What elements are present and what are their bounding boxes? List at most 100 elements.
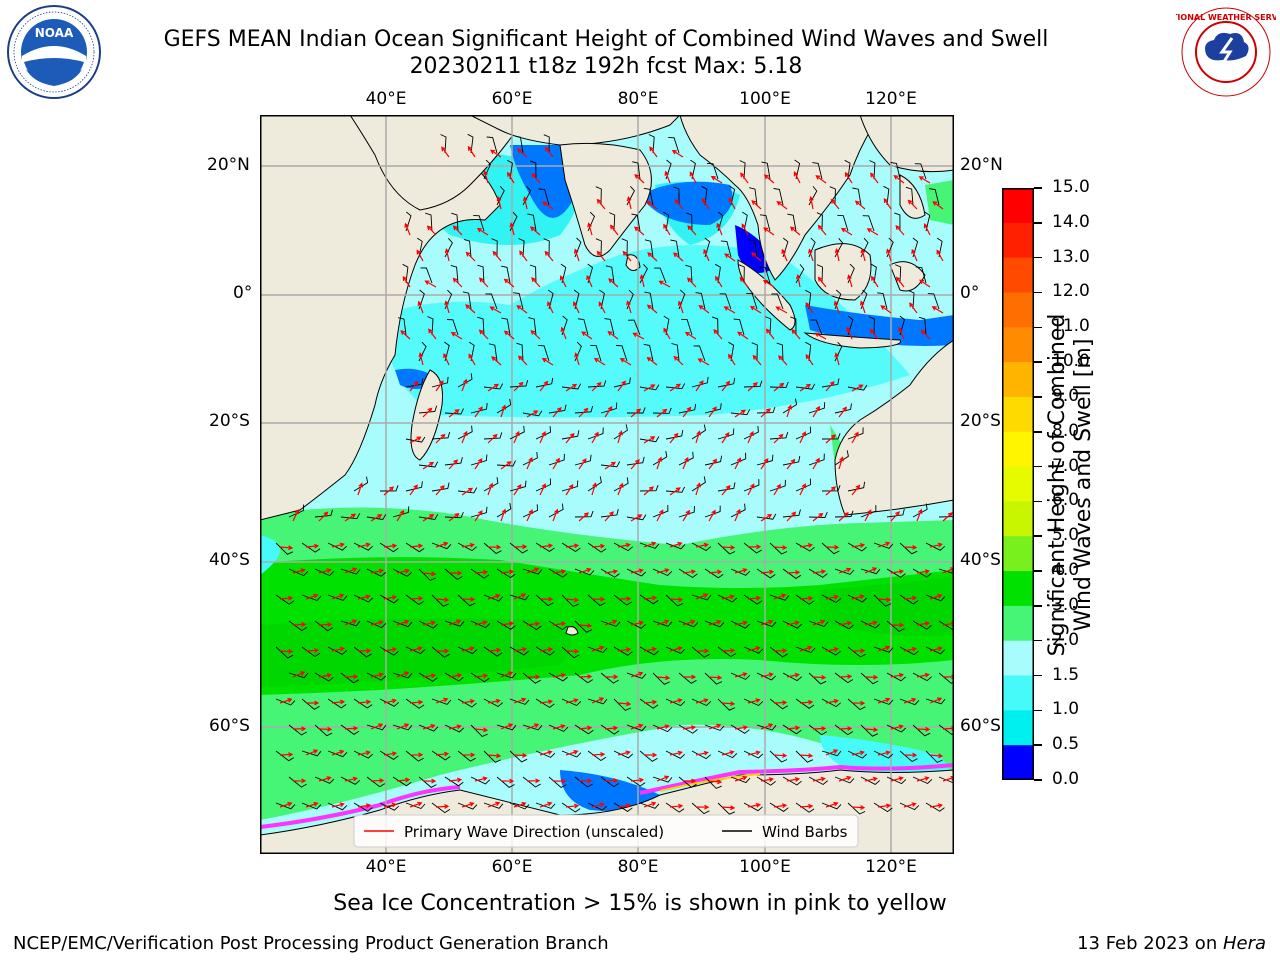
wave-direction-arrow	[560, 326, 567, 340]
wave-direction-arrow	[630, 777, 645, 783]
lat-label-left-20n: 20°N	[207, 155, 250, 175]
colorbar-label-line2: Wind Waves and Swell [m]	[1071, 338, 1096, 632]
wind-barb	[925, 542, 945, 551]
wind-barb	[431, 802, 451, 814]
wind-barb	[844, 159, 851, 180]
wave-direction-arrow	[409, 543, 424, 549]
wave-direction-arrow	[526, 410, 539, 418]
wind-barb	[773, 188, 784, 206]
colorbar-tick-mark	[1034, 187, 1042, 189]
wind-barb	[886, 568, 906, 578]
wind-barb	[595, 186, 602, 206]
wave-direction-arrow	[716, 222, 723, 236]
colorbar-tick-mark	[1034, 709, 1042, 712]
wind-barb	[769, 381, 789, 388]
wind-barb	[535, 542, 555, 553]
wave-direction-arrow	[786, 569, 801, 575]
wave-direction-arrow	[509, 222, 515, 236]
wave-direction-arrow	[468, 353, 476, 366]
wind-barb	[886, 672, 906, 682]
wind-barb	[600, 672, 619, 684]
wave-direction-arrow	[838, 406, 847, 418]
wave-direction-arrow	[844, 171, 853, 184]
colorbar-tick-label: 5.0	[1052, 525, 1080, 546]
wind-barb	[743, 750, 764, 759]
wind-barb	[613, 802, 633, 812]
wind-barb	[431, 482, 450, 492]
wind-barb	[626, 672, 647, 679]
wind-barb	[288, 620, 308, 632]
wave-direction-arrow	[710, 175, 723, 184]
wave-direction-arrow	[799, 803, 814, 809]
wind-barb	[691, 698, 712, 707]
wind-barb	[644, 291, 654, 310]
wave-direction-arrow	[825, 698, 840, 704]
wind-barb	[574, 724, 594, 735]
wind-barb	[340, 724, 360, 735]
wind-barb	[613, 594, 632, 606]
wind-barb	[275, 542, 293, 555]
wind-barb	[275, 646, 294, 659]
wave-direction-arrow	[630, 671, 644, 678]
wave-direction-arrow	[608, 278, 619, 288]
wave-direction-arrow	[895, 276, 905, 288]
wind-barb	[548, 453, 565, 466]
wave-direction-arrow	[591, 802, 605, 808]
wave-direction-arrow	[489, 306, 502, 314]
wind-barb	[483, 698, 503, 708]
wind-barb	[756, 568, 776, 579]
wave-direction-arrow	[838, 456, 844, 470]
wind-barb	[431, 594, 449, 607]
lat-label-left-60s: 60°S	[209, 716, 250, 736]
wave-direction-arrow	[357, 542, 371, 548]
wave-direction-arrow	[617, 542, 631, 548]
wave-direction-arrow	[864, 674, 879, 680]
wave-direction-arrow	[920, 329, 931, 340]
wind-barb	[574, 454, 592, 466]
wave-direction-arrow	[646, 356, 658, 366]
wind-barb	[405, 750, 424, 762]
wave-direction-arrow	[487, 482, 494, 496]
wind-barb	[673, 186, 680, 205]
wave-direction-arrow	[487, 593, 501, 600]
wave-direction-arrow	[422, 407, 433, 418]
wave-direction-arrow	[435, 541, 449, 548]
wave-direction-arrow	[539, 483, 546, 496]
wind-barb	[379, 698, 399, 707]
wind-barb	[621, 238, 628, 258]
wind-barb	[834, 724, 854, 736]
wind-barb	[483, 477, 499, 492]
wave-direction-arrow	[500, 778, 515, 784]
wind-barb	[392, 506, 410, 518]
wave-direction-arrow	[435, 433, 446, 444]
wind-barb	[379, 542, 399, 553]
colorbar-segment	[1002, 466, 1034, 502]
wave-direction-arrow	[409, 380, 419, 392]
wind-barb	[918, 316, 927, 336]
wave-direction-arrow	[838, 775, 852, 782]
wave-direction-arrow	[565, 543, 580, 549]
wave-direction-arrow	[789, 226, 801, 236]
colorbar-segment	[1002, 396, 1034, 433]
wave-direction-arrow	[370, 723, 384, 730]
wave-direction-arrow	[864, 567, 878, 574]
wave-direction-arrow	[898, 326, 905, 340]
wind-barb	[444, 408, 464, 415]
wave-direction-arrow	[370, 620, 384, 626]
wind-barb	[405, 542, 425, 553]
wind-barb	[795, 698, 815, 709]
wave-direction-arrow	[695, 698, 709, 704]
wind-barb	[514, 135, 524, 154]
wave-direction-arrow	[786, 725, 801, 731]
wave-direction-arrow	[708, 406, 717, 418]
wind-barb	[759, 266, 771, 284]
wind-barb	[834, 510, 854, 518]
wave-direction-arrow	[799, 645, 813, 652]
wind-barb	[730, 776, 751, 784]
lon-label-top-100e: 100°E	[739, 89, 791, 109]
wave-direction-arrow	[539, 596, 554, 602]
colorbar-tick-mark	[1034, 291, 1042, 294]
wind-barb	[418, 568, 436, 581]
arabia-land	[349, 115, 521, 211]
wind-barb	[496, 672, 517, 679]
